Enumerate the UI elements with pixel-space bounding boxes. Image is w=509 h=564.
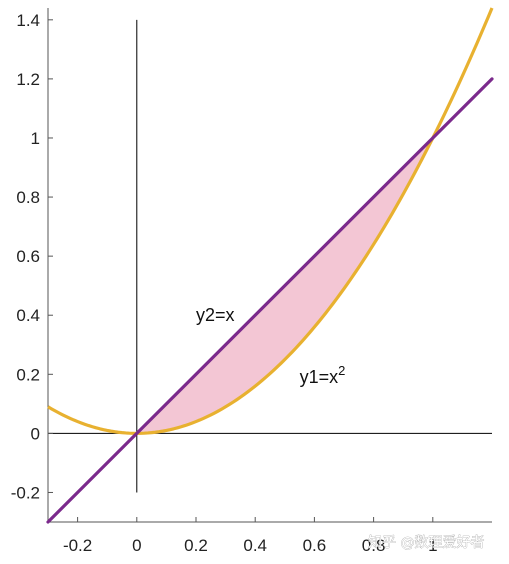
y-tick-label: 0.8 <box>16 188 40 207</box>
series-layer <box>46 7 494 524</box>
x-tick-label: 1 <box>428 536 437 555</box>
x-tick-label: -0.2 <box>63 536 92 555</box>
x-tick-label: 0.4 <box>243 536 267 555</box>
y-tick-label: 1.4 <box>16 11 40 30</box>
watermark: 知乎 @数理爱好者 <box>368 534 484 551</box>
x-tick-label: 0.6 <box>303 536 327 555</box>
axes-layer: -0.2 0 0.2 0.4 0.6 0.8 1 1.2 1.4 -0.2 0 0.2 0.4 0.6 0.… <box>11 8 492 555</box>
label-y1-main: y1=x <box>300 367 339 387</box>
label-y1-superscript: 2 <box>338 363 345 378</box>
y-tick-label: 1 <box>31 129 40 148</box>
y-tick-label: 0 <box>31 424 40 443</box>
y-tick-label: 0.6 <box>16 247 40 266</box>
series-line-y2 <box>46 77 494 524</box>
label-y2: y2=x <box>196 305 235 325</box>
labels-layer: y2=x y1=x2 <box>196 305 345 387</box>
y-tick-label: -0.2 <box>11 483 40 502</box>
series-line-y1 <box>47 7 494 435</box>
label-y1: y1=x2 <box>300 363 346 387</box>
reference-lines-layer <box>48 19 492 493</box>
x-tick-label: 0.8 <box>362 536 386 555</box>
y-tick-label: 0.4 <box>16 306 40 325</box>
x-tick-label: 0.2 <box>184 536 208 555</box>
x-tick-label: 0 <box>132 536 141 555</box>
y-tick-label: 0.2 <box>16 365 40 384</box>
y-tick-label: 1.2 <box>16 70 40 89</box>
